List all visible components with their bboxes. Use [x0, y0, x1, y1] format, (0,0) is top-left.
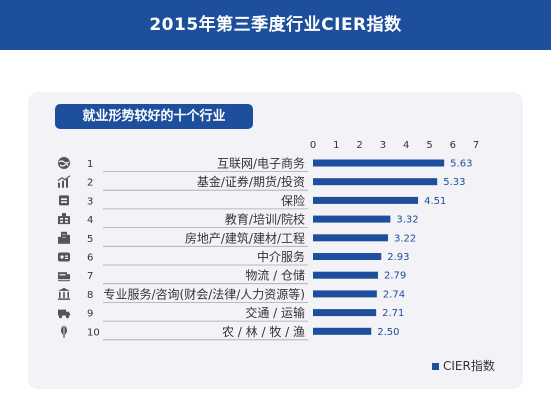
bar	[313, 178, 438, 186]
value-label: 3.22	[394, 233, 416, 244]
x-tick-label: 1	[333, 140, 339, 151]
finance-chart-icon	[57, 175, 71, 189]
category-label: 物流 / 仓储	[245, 268, 305, 283]
professional-services-icon	[58, 287, 70, 300]
education-icon	[58, 213, 70, 225]
header-bar	[0, 0, 551, 50]
section-pill	[55, 104, 253, 129]
value-label: 5.63	[450, 159, 472, 170]
x-tick-label: 6	[450, 140, 456, 151]
category-label: 专业服务/咨询(财会/法律/人力资源等)	[104, 286, 306, 301]
x-axis: 0 1 2 3 4 5 6 7	[310, 140, 479, 151]
bar	[313, 215, 391, 223]
category-label: 互联网/电子商务	[217, 156, 305, 171]
value-label: 2.50	[377, 327, 399, 338]
rank-label: 7	[87, 271, 93, 282]
x-tick-label: 7	[473, 140, 479, 151]
legend-label: CIER指数	[443, 358, 495, 373]
value-label: 2.79	[384, 271, 406, 282]
bar	[313, 234, 389, 242]
bar	[313, 196, 419, 204]
category-label: 教育/培训/院校	[225, 212, 305, 227]
value-label: 4.51	[424, 196, 446, 207]
value-label: 3.32	[396, 215, 418, 226]
value-label: 2.74	[383, 289, 405, 300]
category-label: 房地产/建筑/建材/工程	[185, 230, 305, 245]
rank-label: 5	[87, 234, 93, 245]
agriculture-icon	[60, 325, 68, 339]
category-labels: 互联网/电子商务基金/证券/期货/投资保险教育/培训/院校房地产/建筑/建材/工…	[103, 156, 308, 341]
x-tick-label: 3	[380, 140, 386, 151]
bar	[313, 159, 445, 167]
rank-label: 6	[87, 253, 93, 264]
bar	[313, 309, 377, 317]
rank-labels: 1 2 3 4 5 6 7 8 9 10	[87, 159, 100, 338]
logistics-icon	[58, 272, 70, 282]
category-label: 中介服务	[257, 249, 305, 264]
value-label: 2.71	[382, 308, 404, 319]
agency-icon	[58, 252, 70, 262]
value-label: 5.33	[443, 177, 465, 188]
truck-icon	[58, 309, 70, 319]
rank-label: 8	[87, 290, 93, 301]
x-tick-label: 5	[426, 140, 432, 151]
bar	[313, 271, 379, 279]
category-label: 农 / 林 / 牧 / 渔	[222, 325, 305, 339]
value-label: 2.93	[387, 252, 409, 263]
rank-label: 10	[87, 327, 100, 338]
x-tick-label: 4	[403, 140, 409, 151]
rank-label: 2	[87, 178, 93, 189]
rank-label: 9	[87, 309, 93, 320]
building-icon	[58, 231, 70, 244]
x-tick-label: 2	[356, 140, 362, 151]
category-label: 基金/证券/期货/投资	[197, 174, 305, 189]
rank-label: 4	[87, 215, 93, 226]
legend-swatch	[432, 363, 439, 370]
category-label: 保险	[281, 193, 305, 208]
globe-icon	[57, 156, 71, 170]
x-tick-label: 0	[310, 140, 316, 151]
value-labels: 5.63 5.33 4.51 3.32 3.22 2.93 2.79 2.74 2.71 2.50	[377, 159, 472, 338]
rank-label: 1	[87, 159, 93, 170]
bar	[313, 327, 372, 335]
bar	[313, 290, 377, 298]
insurance-box-icon	[59, 195, 69, 206]
bar	[313, 253, 382, 260]
category-label: 交通 / 运输	[245, 305, 305, 320]
section-title: 就业形势较好的十个行业	[82, 109, 226, 124]
page-title: 2015年第三季度行业CIER指数	[149, 15, 402, 35]
rank-label: 3	[87, 196, 93, 207]
bars	[313, 159, 445, 335]
category-icons	[57, 156, 71, 339]
